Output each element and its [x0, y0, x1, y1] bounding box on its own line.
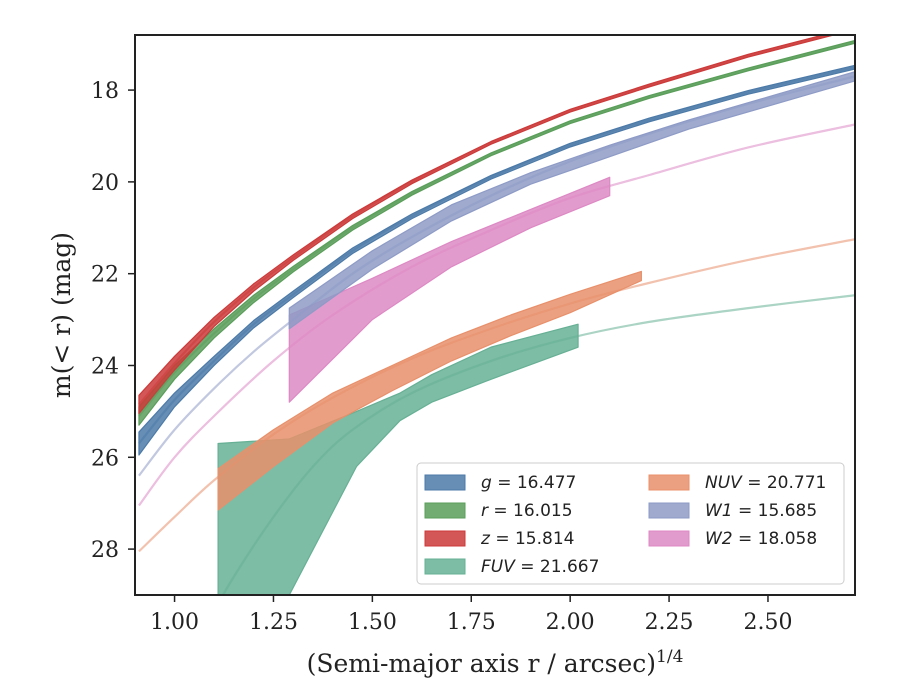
y-tick-label: 22 — [91, 263, 119, 288]
x-tick-label: 1.75 — [447, 610, 496, 635]
legend-label: g = 16.477 — [481, 473, 576, 493]
model-line-g — [138, 66, 855, 445]
y-axis-title: m(< r) (mag) — [47, 232, 76, 398]
band-fuv — [217, 323, 579, 595]
band-z — [138, 35, 837, 415]
legend-label: W2 = 18.058 — [705, 529, 817, 549]
legend-swatch — [648, 530, 690, 547]
band-g — [138, 64, 855, 456]
y-tick-label: 18 — [91, 79, 119, 104]
legend-entry-fuv: FUV = 21.667 — [424, 557, 599, 577]
legend-label: r = 16.015 — [481, 501, 573, 521]
x-tick-label: 1.50 — [348, 610, 397, 635]
legend-entry-z: z = 15.814 — [424, 529, 574, 549]
x-tick-label: 2.25 — [645, 610, 694, 635]
y-tick-label: 28 — [91, 538, 119, 563]
y-tick-label: 24 — [91, 354, 119, 379]
x-tick-label: 1.25 — [249, 610, 298, 635]
model-line-w1 — [138, 75, 855, 477]
model-lines-layer — [138, 35, 855, 595]
band-r — [138, 39, 855, 426]
legend-swatch — [648, 474, 690, 491]
legend-swatch — [424, 530, 466, 547]
legend-entry-r: r = 16.015 — [424, 501, 573, 521]
legend-swatch — [424, 474, 466, 491]
legend-swatch — [648, 502, 690, 519]
plot-frame — [134, 34, 856, 596]
x-tick-label: 2.50 — [743, 610, 792, 635]
legend-label: NUV = 20.771 — [705, 473, 826, 493]
band-w2 — [288, 176, 611, 403]
legend-label: FUV = 21.667 — [481, 557, 599, 577]
legend: g = 16.477 r = 16.015 z = 15.814 FUV = 21.6… — [416, 462, 845, 585]
y-tick-label: 26 — [91, 446, 119, 471]
model-line-z — [138, 35, 833, 406]
legend-label: z = 15.814 — [480, 529, 574, 549]
x-axis-title: (Semi-major axis r / arcsec)1/4 — [307, 647, 684, 678]
legend-entry-nuv: NUV = 20.771 — [648, 473, 826, 493]
legend-box — [416, 462, 845, 585]
x-tick-label: 2.00 — [546, 610, 595, 635]
y-axis-ticks: 18 20 22 24 26 28 — [91, 79, 135, 563]
x-tick-label: 1.00 — [150, 610, 199, 635]
legend-entry-w1: W1 = 15.685 — [648, 501, 817, 521]
model-line-fuv — [221, 294, 855, 595]
model-line-nuv — [138, 238, 855, 553]
legend-swatch — [424, 502, 466, 519]
x-axis-ticks: 1.00 1.25 1.50 1.75 2.00 2.25 2.50 — [150, 595, 792, 635]
legend-entry-g: g = 16.477 — [424, 473, 576, 493]
legend-swatch — [424, 558, 466, 575]
legend-entry-w2: W2 = 18.058 — [648, 529, 817, 549]
band-w1 — [288, 71, 855, 330]
model-line-w2 — [138, 123, 855, 507]
model-line-r — [138, 40, 855, 417]
y-tick-label: 20 — [91, 171, 119, 196]
legend-label: W1 = 15.685 — [705, 501, 817, 521]
